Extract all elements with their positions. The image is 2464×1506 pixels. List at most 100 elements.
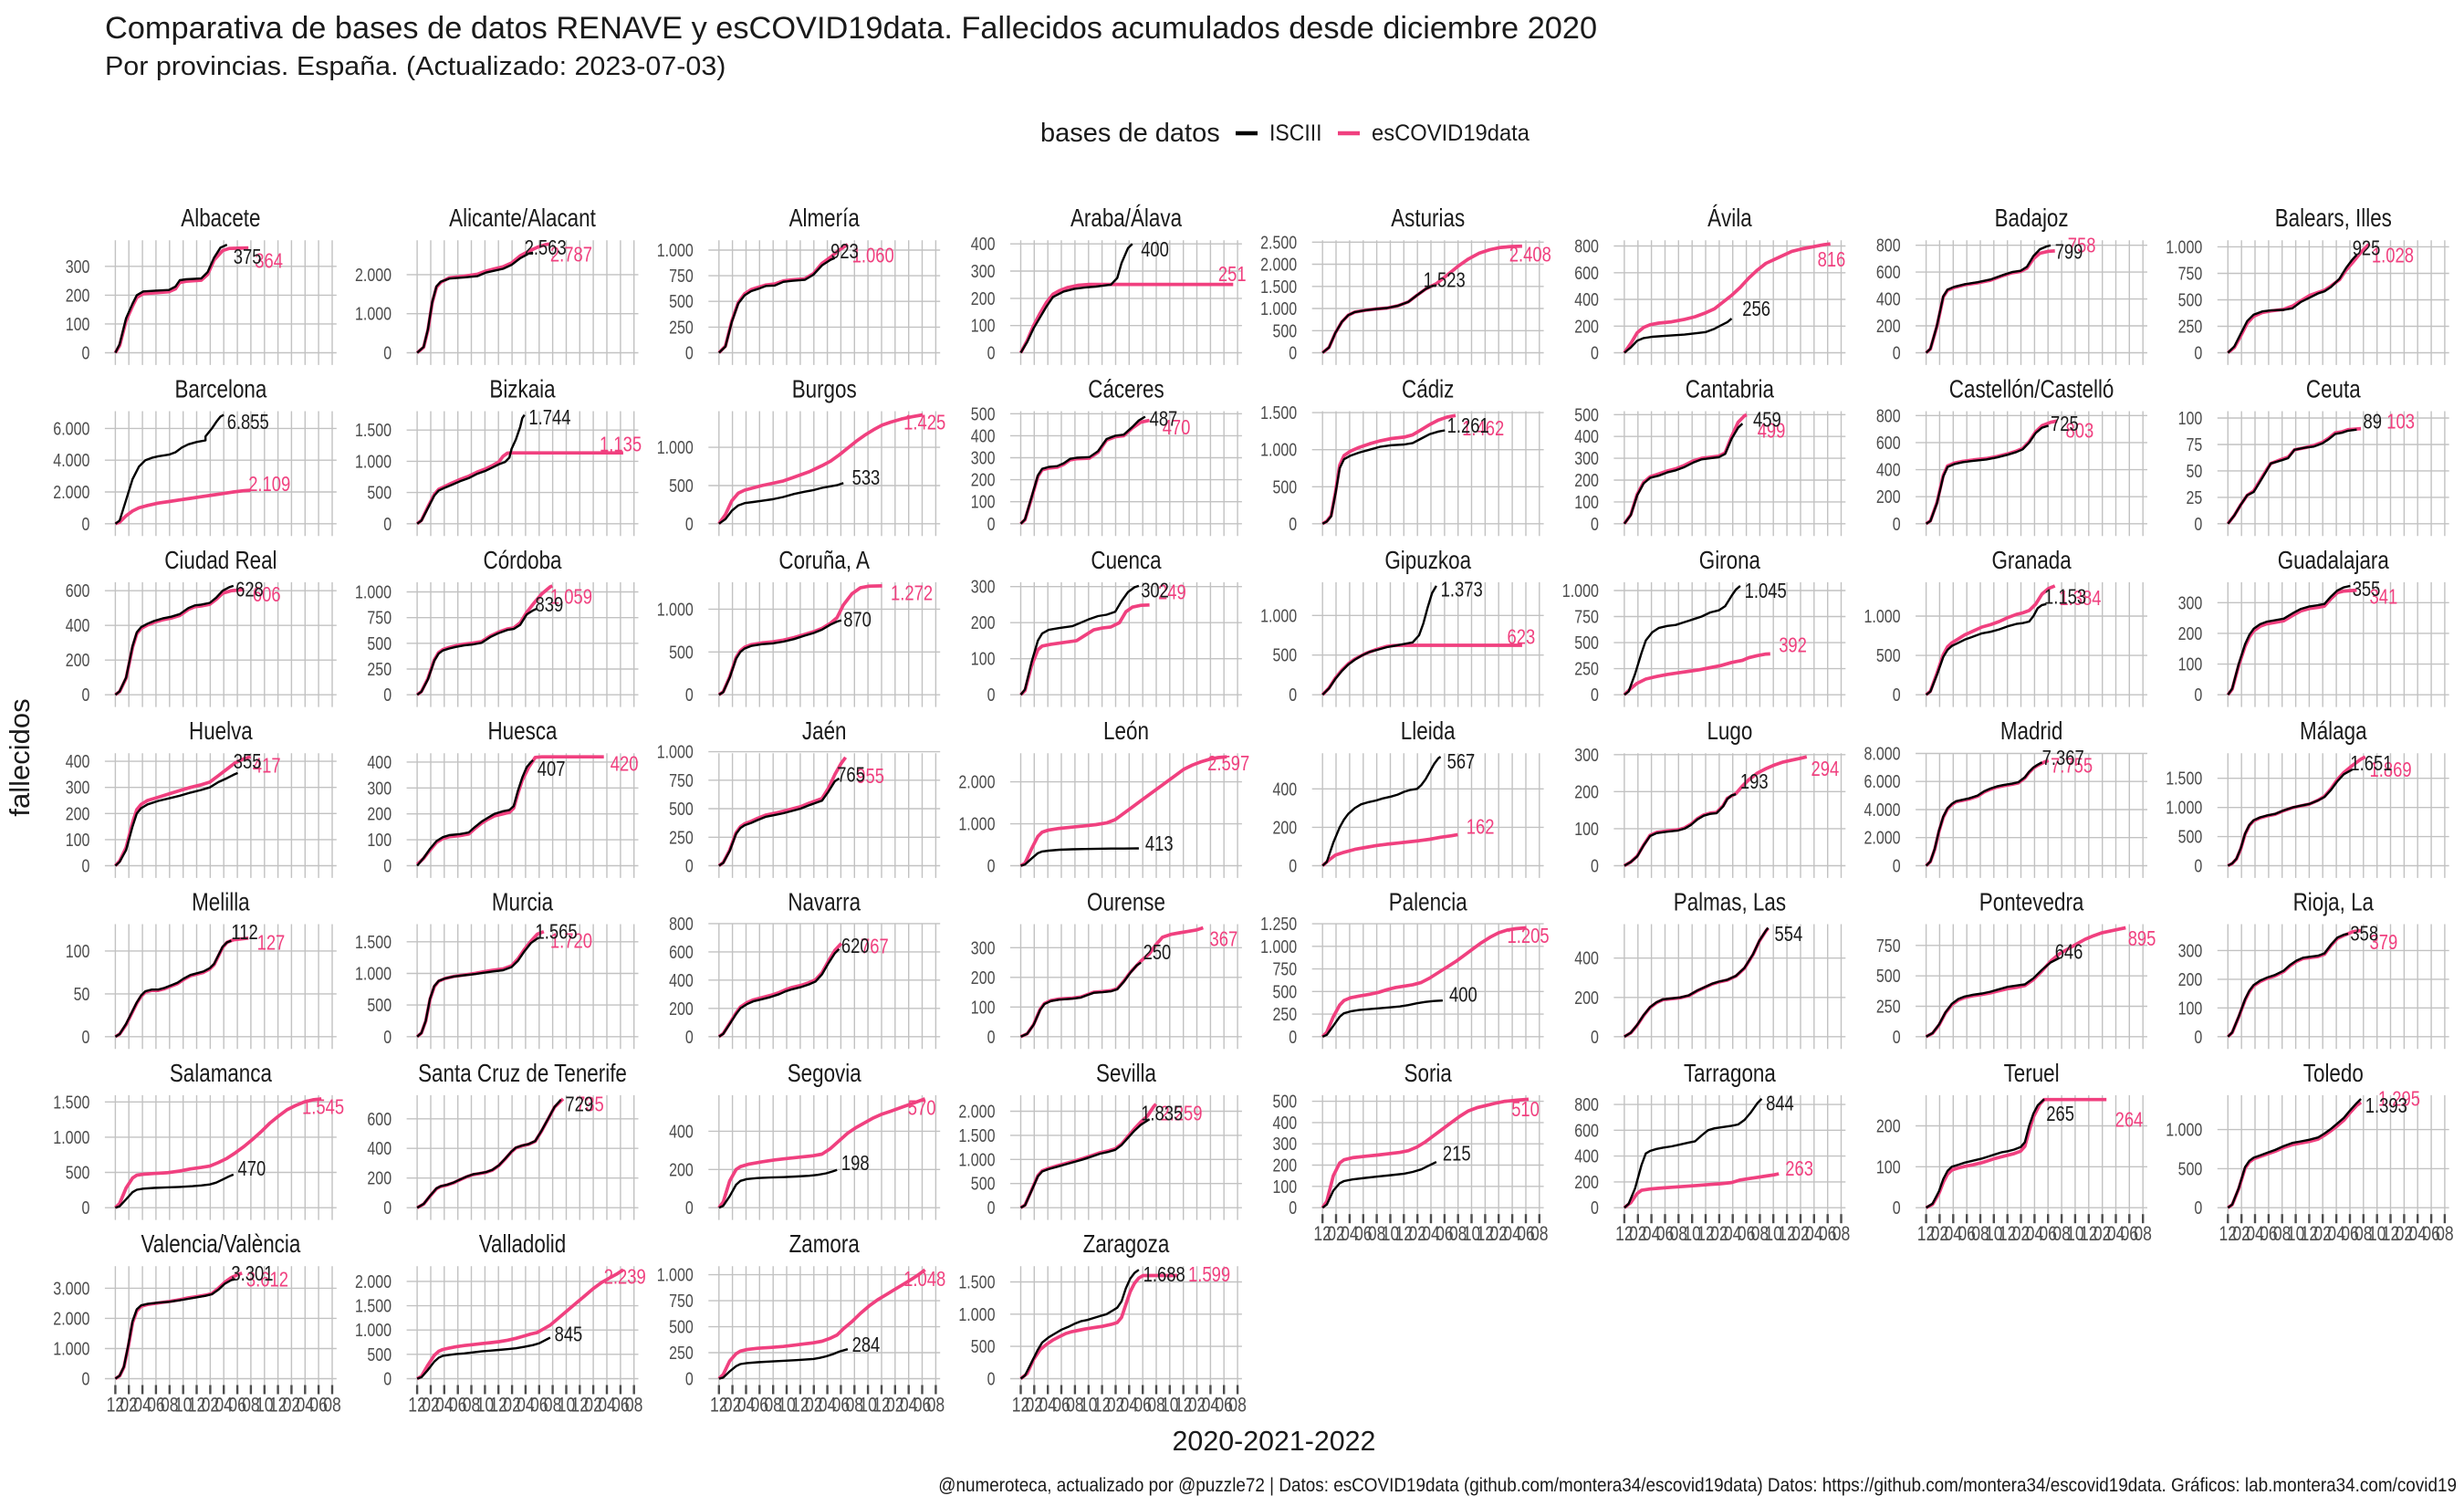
svg-text:250: 250	[669, 1344, 694, 1364]
svg-text:04: 04	[2327, 1222, 2345, 1245]
svg-text:04: 04	[1202, 1394, 1220, 1417]
svg-text:400: 400	[1273, 1114, 1298, 1134]
svg-text:Guadalajara: Guadalajara	[2278, 546, 2389, 574]
svg-text:12: 12	[269, 1394, 287, 1417]
svg-text:1.500: 1.500	[53, 1093, 89, 1113]
svg-text:200: 200	[1876, 317, 1901, 337]
svg-text:750: 750	[669, 1292, 694, 1312]
svg-text:10: 10	[859, 1394, 877, 1417]
svg-text:251: 251	[1218, 262, 1247, 286]
svg-text:200: 200	[66, 286, 90, 306]
svg-text:12: 12	[1778, 1222, 1796, 1245]
svg-text:300: 300	[971, 262, 996, 282]
svg-text:Alicante/Alacant: Alicante/Alacant	[449, 204, 596, 232]
svg-text:500: 500	[1273, 321, 1298, 341]
svg-text:08: 08	[625, 1394, 643, 1417]
svg-text:750: 750	[1273, 960, 1298, 980]
svg-text:89: 89	[2364, 410, 2383, 434]
svg-text:250: 250	[1876, 998, 1901, 1018]
svg-text:12: 12	[1999, 1222, 2017, 1245]
svg-text:870: 870	[843, 608, 872, 632]
svg-text:Comparativa de bases de datos: Comparativa de bases de datos RENAVE y e…	[105, 11, 1597, 46]
svg-text:02: 02	[805, 1394, 823, 1417]
svg-text:3.000: 3.000	[53, 1279, 89, 1299]
svg-text:06: 06	[2039, 1222, 2057, 1245]
svg-text:12: 12	[1395, 1222, 1414, 1245]
svg-text:Badajoz: Badajoz	[1995, 204, 2069, 232]
svg-text:1.869: 1.869	[2370, 758, 2412, 781]
svg-text:400: 400	[1876, 461, 1901, 481]
svg-text:Ávila: Ávila	[1707, 204, 1752, 232]
svg-text:341: 341	[2370, 585, 2398, 609]
svg-text:600: 600	[1876, 434, 1901, 454]
svg-text:02: 02	[1710, 1222, 1728, 1245]
svg-text:767: 767	[861, 935, 889, 958]
svg-text:620: 620	[841, 934, 870, 957]
svg-text:758: 758	[2068, 234, 2096, 257]
svg-text:02: 02	[1327, 1222, 1345, 1245]
svg-text:02: 02	[1188, 1394, 1206, 1417]
svg-text:12: 12	[1093, 1394, 1112, 1417]
svg-text:50: 50	[2187, 462, 2203, 482]
svg-text:4.000: 4.000	[53, 451, 89, 471]
svg-text:0: 0	[987, 1028, 996, 1048]
svg-text:Soria: Soria	[1404, 1059, 1453, 1087]
svg-text:193: 193	[1740, 769, 1769, 793]
svg-text:02: 02	[1489, 1222, 1508, 1245]
svg-text:1.000: 1.000	[355, 1321, 392, 1341]
svg-text:300: 300	[1273, 1135, 1298, 1155]
svg-text:3.612: 3.612	[246, 1268, 288, 1292]
svg-text:554: 554	[1775, 922, 1803, 946]
svg-text:500: 500	[2178, 291, 2203, 311]
svg-text:0: 0	[1893, 515, 1901, 535]
svg-text:08: 08	[846, 1394, 864, 1417]
svg-text:Cantabria: Cantabria	[1686, 375, 1775, 403]
svg-text:364: 364	[255, 249, 283, 273]
svg-text:0: 0	[1893, 857, 1901, 877]
svg-text:392: 392	[1779, 633, 1807, 656]
svg-text:1.500: 1.500	[958, 1126, 995, 1146]
svg-text:375: 375	[234, 245, 262, 268]
svg-text:500: 500	[1273, 982, 1298, 1002]
svg-text:800: 800	[1574, 237, 1599, 257]
svg-text:500: 500	[367, 484, 392, 504]
svg-text:300: 300	[2178, 593, 2203, 613]
svg-text:Zamora: Zamora	[789, 1229, 861, 1258]
svg-text:Málaga: Málaga	[2300, 716, 2367, 745]
svg-text:02: 02	[2396, 1222, 2414, 1245]
svg-text:04: 04	[2408, 1222, 2427, 1245]
svg-text:0: 0	[685, 685, 694, 706]
svg-text:799: 799	[2055, 239, 2083, 263]
svg-text:06: 06	[1958, 1222, 1976, 1245]
svg-text:Albacete: Albacete	[181, 204, 260, 232]
svg-text:816: 816	[1818, 247, 1846, 271]
svg-text:10: 10	[2287, 1222, 2305, 1245]
svg-text:8.000: 8.000	[1864, 745, 1901, 765]
svg-text:04: 04	[1945, 1222, 1963, 1245]
svg-text:0: 0	[1289, 685, 1297, 706]
svg-text:León: León	[1103, 716, 1149, 745]
svg-text:2.259: 2.259	[1160, 1102, 1202, 1125]
svg-text:200: 200	[1574, 1173, 1599, 1193]
svg-text:12: 12	[1012, 1394, 1030, 1417]
svg-text:bases de datos: bases de datos	[1040, 119, 1220, 148]
svg-text:600: 600	[669, 943, 694, 963]
svg-text:200: 200	[1574, 317, 1599, 337]
svg-text:500: 500	[669, 1318, 694, 1338]
svg-text:1.261: 1.261	[1447, 413, 1489, 437]
svg-text:2.000: 2.000	[53, 1309, 89, 1329]
svg-text:256: 256	[1742, 297, 1770, 320]
svg-text:1.060: 1.060	[852, 244, 894, 267]
svg-text:Santa Cruz de Tenerife: Santa Cruz de Tenerife	[418, 1059, 627, 1087]
svg-text:470: 470	[1163, 415, 1191, 439]
svg-text:08: 08	[1066, 1394, 1084, 1417]
svg-text:06: 06	[1656, 1222, 1675, 1245]
svg-text:1.000: 1.000	[958, 815, 995, 835]
svg-text:04: 04	[900, 1394, 918, 1417]
svg-text:300: 300	[66, 779, 90, 799]
svg-text:10: 10	[476, 1394, 495, 1417]
svg-text:200: 200	[367, 805, 392, 825]
svg-text:0: 0	[987, 515, 996, 535]
svg-text:10: 10	[1985, 1222, 2003, 1245]
svg-text:08: 08	[2134, 1222, 2152, 1245]
